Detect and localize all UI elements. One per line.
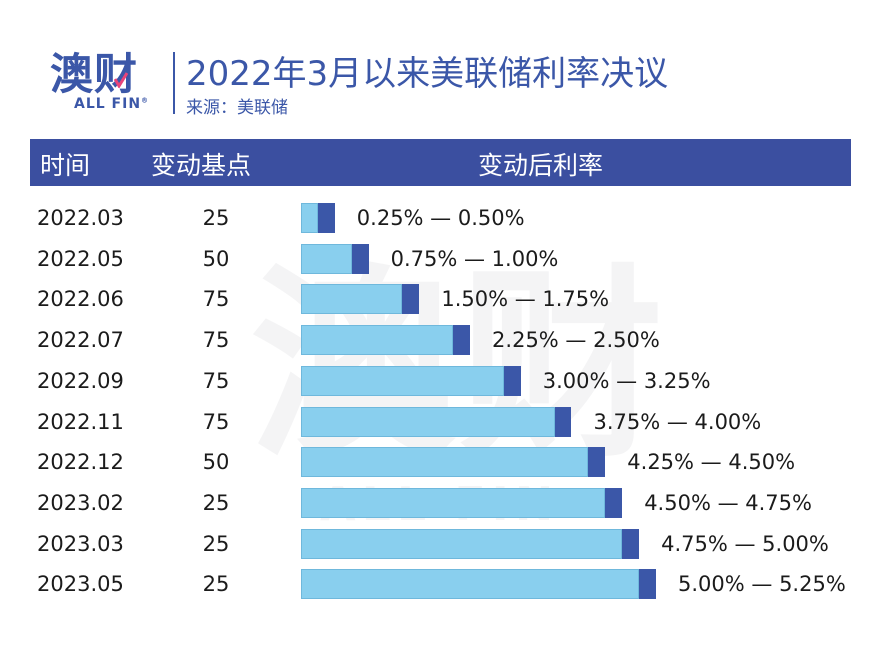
bar-base (301, 284, 403, 315)
source-note: 来源：美联储 (186, 98, 288, 118)
logo: 澳财 ALL FIN® (50, 44, 162, 124)
bar-increment (453, 325, 471, 356)
bar-base (301, 528, 623, 559)
bar-increment (622, 528, 640, 559)
row-date: 2023.05 (37, 572, 124, 597)
row-date: 2022.12 (37, 450, 124, 475)
logo-subtext-label: ALL FIN (74, 96, 142, 112)
header-divider (173, 52, 175, 114)
logo-text: 澳财 (50, 50, 138, 100)
row-date: 2023.02 (37, 490, 124, 515)
row-date: 2022.11 (37, 409, 124, 434)
bar-increment (605, 487, 623, 518)
rate-label: 4.50% — 4.75% (644, 490, 812, 515)
row-bp-change: 75 (202, 409, 230, 434)
rate-label: 0.25% — 0.50% (356, 206, 525, 230)
bar-base (301, 325, 454, 356)
rate-label: 1.50% — 1.75% (441, 287, 610, 312)
rate-label: 3.00% — 3.25% (542, 368, 711, 393)
rate-label: 2.25% — 2.50% (492, 328, 660, 353)
row-date: 2022.09 (37, 368, 124, 393)
bar-increment (588, 447, 606, 478)
bar-base (301, 447, 589, 478)
rate-label: 4.25% — 4.50% (627, 450, 796, 475)
row-bp-change: 50 (202, 450, 230, 475)
bar-base (301, 243, 352, 274)
logo-check-icon (114, 72, 128, 88)
table-header: 时间 变动基点 变动后利率 (30, 139, 851, 186)
bar-base (301, 365, 504, 396)
rate-label: 0.75% — 1.00% (390, 246, 559, 271)
column-header-bp: 变动基点 (151, 151, 252, 180)
bar-increment (639, 569, 656, 600)
row-bp-change: 25 (202, 206, 230, 230)
column-header-rate: 变动后利率 (478, 151, 604, 180)
rate-label: 5.00% — 5.25% (678, 572, 846, 597)
column-header-date: 时间 (40, 151, 91, 180)
bar-increment (554, 406, 572, 437)
bar-increment (402, 284, 420, 315)
bar-base (301, 406, 555, 437)
row-bp-change: 25 (202, 531, 230, 556)
row-date: 2023.03 (37, 531, 124, 556)
row-date: 2022.03 (37, 206, 124, 230)
row-date: 2022.05 (37, 246, 124, 271)
bar-increment (317, 203, 335, 233)
row-date: 2022.06 (37, 287, 124, 312)
logo-subtext: ALL FIN® (74, 96, 149, 112)
row-bp-change: 25 (202, 572, 230, 597)
bar-base (301, 569, 640, 600)
row-date: 2022.07 (37, 328, 124, 353)
row-bp-change: 50 (202, 246, 230, 271)
row-bp-change: 75 (202, 287, 230, 312)
bar-base (301, 487, 606, 518)
rate-label: 3.75% — 4.00% (593, 409, 762, 434)
registered-mark: ® (141, 96, 150, 105)
row-bp-change: 75 (202, 328, 230, 353)
row-bp-change: 25 (202, 490, 230, 515)
bar-base (301, 203, 318, 233)
bar-increment (351, 243, 369, 274)
page-title: 2022年3月以来美联储利率决议 (186, 54, 669, 94)
bar-increment (503, 365, 521, 396)
row-bp-change: 75 (202, 368, 230, 393)
rate-label: 4.75% — 5.00% (661, 531, 829, 556)
